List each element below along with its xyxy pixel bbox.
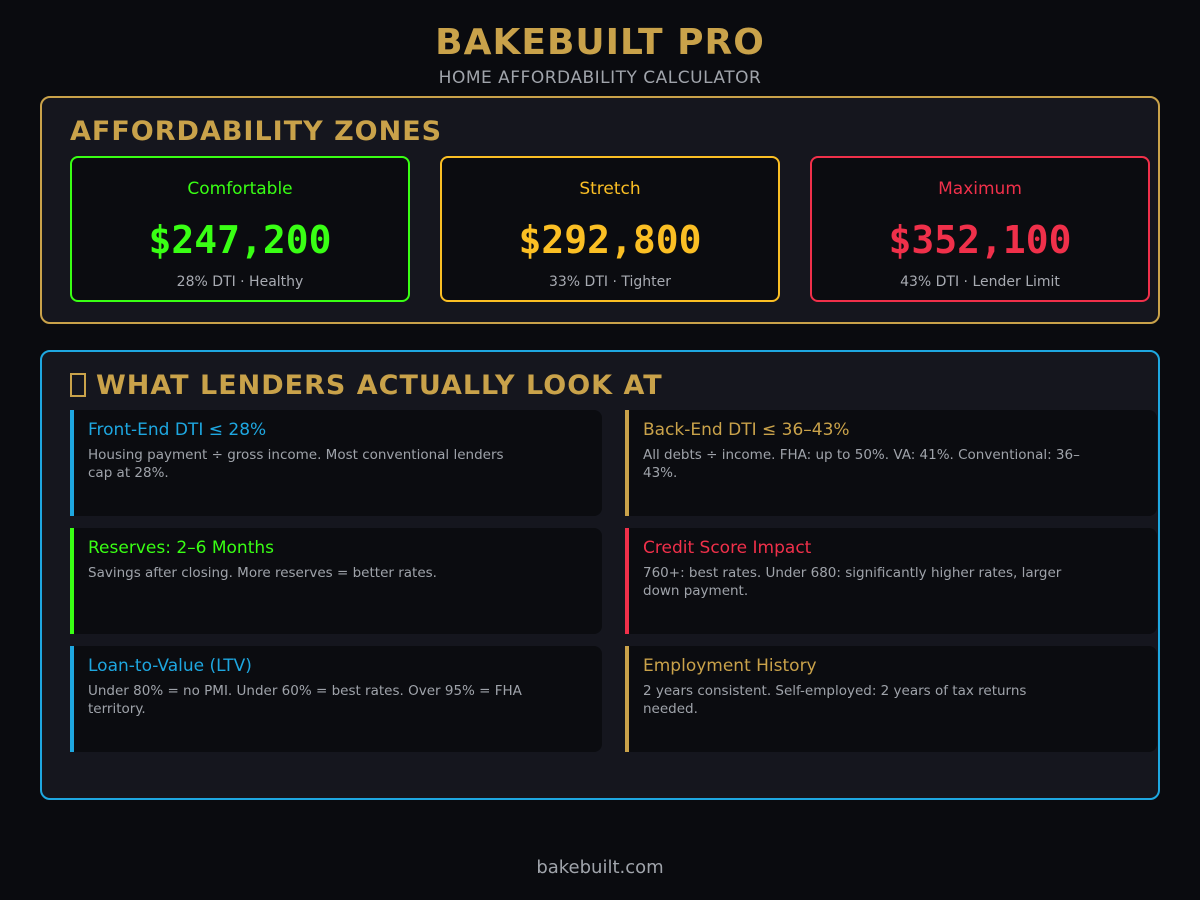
zone-value: $247,200 [148, 218, 332, 262]
criteria-description: Housing payment ÷ gross income. Most con… [88, 447, 504, 481]
document-icon [70, 373, 86, 397]
criteria-description: 760+: best rates. Under 680: significant… [643, 565, 1062, 599]
criteria-title: Reserves: 2–6 Months [88, 538, 274, 558]
zone-label: Comfortable [187, 179, 293, 199]
criteria-description: 2 years consistent. Self-employed: 2 yea… [643, 683, 1027, 717]
brand-title: BAKEBUILT PRO [435, 22, 765, 63]
criteria-card-employment-history: Employment History 2 years consistent. S… [625, 646, 1157, 752]
lenders-title: WHAT LENDERS ACTUALLY LOOK AT [70, 370, 663, 401]
criteria-description: All debts ÷ income. FHA: up to 50%. VA: … [643, 447, 1080, 481]
zone-note: 33% DTI · Tighter [548, 274, 671, 290]
lenders-criteria-panel: WHAT LENDERS ACTUALLY LOOK AT Front-End … [40, 350, 1160, 800]
criteria-card-credit-score: Credit Score Impact 760+: best rates. Un… [625, 528, 1157, 634]
zone-label: Maximum [938, 179, 1022, 199]
zone-card-maximum: Maximum $352,100 43% DTI · Lender Limit [810, 156, 1150, 302]
footer-link[interactable]: bakebuilt.com [536, 857, 664, 878]
zones-title: AFFORDABILITY ZONES [70, 116, 443, 147]
criteria-title: Employment History [643, 656, 817, 676]
criteria-title: Credit Score Impact [643, 538, 812, 558]
criteria-title: Loan-to-Value (LTV) [88, 656, 252, 676]
zone-card-comfortable: Comfortable $247,200 28% DTI · Healthy [70, 156, 410, 302]
affordability-zones-panel: AFFORDABILITY ZONES Comfortable $247,200… [40, 96, 1160, 324]
zone-label: Stretch [579, 179, 641, 199]
zone-note: 43% DTI · Lender Limit [900, 274, 1060, 290]
criteria-description: Under 80% = no PMI. Under 60% = best rat… [88, 683, 522, 717]
criteria-card-front-end-dti: Front-End DTI ≤ 28% Housing payment ÷ gr… [70, 410, 602, 516]
criteria-description: Savings after closing. More reserves = b… [88, 565, 437, 581]
zone-card-stretch: Stretch $292,800 33% DTI · Tighter [440, 156, 780, 302]
criteria-title: Front-End DTI ≤ 28% [88, 420, 267, 440]
criteria-card-reserves: Reserves: 2–6 Months Savings after closi… [70, 528, 602, 634]
zone-value: $352,100 [888, 218, 1072, 262]
page-subtitle: HOME AFFORDABILITY CALCULATOR [438, 68, 762, 88]
criteria-title: Back-End DTI ≤ 36–43% [643, 420, 850, 440]
criteria-card-back-end-dti: Back-End DTI ≤ 36–43% All debts ÷ income… [625, 410, 1157, 516]
zone-note: 28% DTI · Healthy [176, 274, 304, 290]
lenders-title-text: WHAT LENDERS ACTUALLY LOOK AT [96, 370, 663, 401]
criteria-card-loan-to-value: Loan-to-Value (LTV) Under 80% = no PMI. … [70, 646, 602, 752]
zone-value: $292,800 [518, 218, 702, 262]
